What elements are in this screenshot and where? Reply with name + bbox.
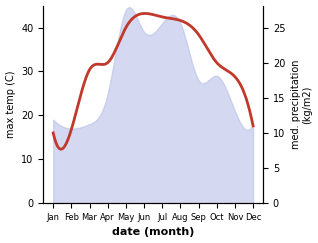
Y-axis label: med. precipitation
(kg/m2): med. precipitation (kg/m2) — [291, 60, 313, 149]
X-axis label: date (month): date (month) — [112, 227, 194, 237]
Y-axis label: max temp (C): max temp (C) — [5, 71, 16, 138]
